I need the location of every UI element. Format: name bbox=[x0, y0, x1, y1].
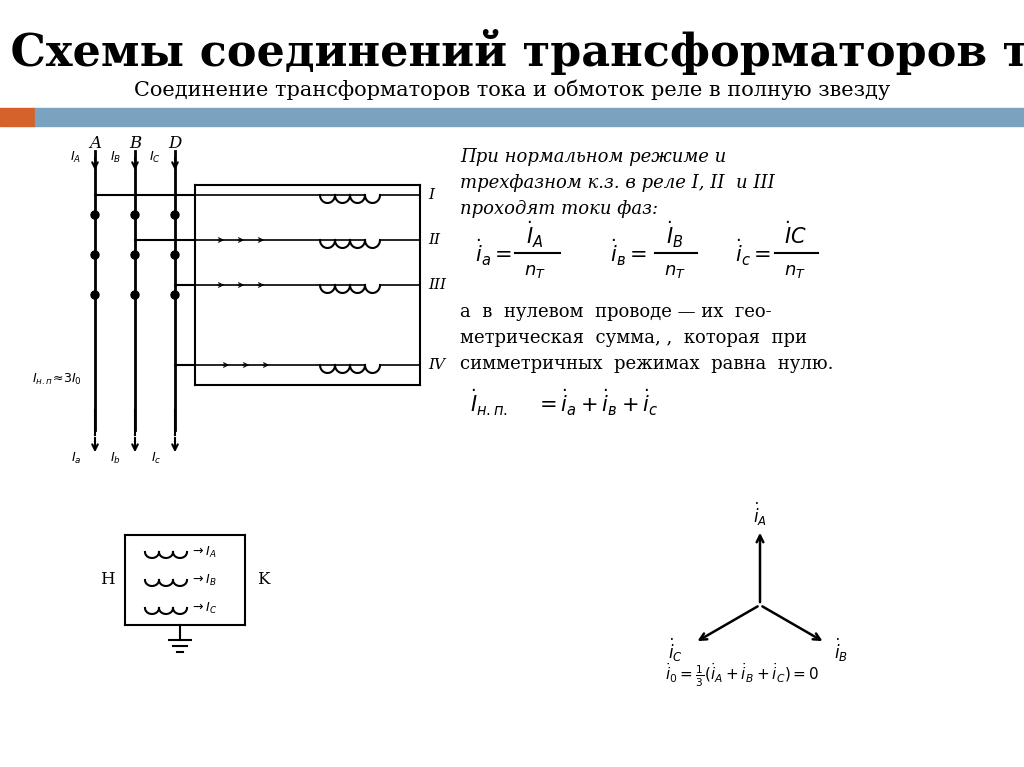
Text: проходят токи фаз:: проходят токи фаз: bbox=[460, 200, 658, 218]
Text: $\dot{\mathit{i}}_c=$: $\dot{\mathit{i}}_c=$ bbox=[735, 238, 771, 268]
Text: I: I bbox=[428, 188, 434, 202]
Text: $= \dot{i}_a + \dot{i}_{\mathit{в}} + \dot{i}_c$: $= \dot{i}_a + \dot{i}_{\mathit{в}} + \d… bbox=[535, 388, 658, 418]
Text: $\dot{\mathit{i}}_a=$: $\dot{\mathit{i}}_a=$ bbox=[475, 238, 512, 268]
Text: 2.2. Схемы соединений трансформаторов тока: 2.2. Схемы соединений трансформаторов то… bbox=[0, 29, 1024, 75]
Text: $\rightarrow I_C$: $\rightarrow I_C$ bbox=[190, 601, 217, 616]
Circle shape bbox=[91, 211, 99, 219]
Text: $n_T$: $n_T$ bbox=[664, 262, 686, 280]
Text: $\dot{\mathit{i}}_\mathit{в}=$: $\dot{\mathit{i}}_\mathit{в}=$ bbox=[610, 238, 647, 268]
Text: K: K bbox=[257, 571, 269, 588]
Text: $\dot{\mathit{I}}_B$: $\dot{\mathit{I}}_B$ bbox=[667, 220, 684, 250]
Text: $I_a$: $I_a$ bbox=[71, 450, 81, 466]
Bar bbox=[35, 108, 1024, 126]
Bar bbox=[0, 108, 35, 126]
Text: $n_T$: $n_T$ bbox=[524, 262, 546, 280]
Text: $n_T$: $n_T$ bbox=[784, 262, 806, 280]
Text: $\dot{i}_0 = \frac{1}{3}(\dot{i}_A + \dot{i}_B + \dot{i}_C) = 0$: $\dot{i}_0 = \frac{1}{3}(\dot{i}_A + \do… bbox=[665, 661, 819, 689]
Circle shape bbox=[171, 211, 179, 219]
Text: $I_{н.п}\!\approx\!3I_0$: $I_{н.п}\!\approx\!3I_0$ bbox=[32, 371, 82, 387]
Text: B: B bbox=[129, 134, 141, 152]
Text: $I_b$: $I_b$ bbox=[111, 450, 121, 466]
Text: $\dot{I}_{н.п.}$: $\dot{I}_{н.п.}$ bbox=[470, 388, 508, 418]
Text: а  в  нулевом  проводе — их  гео-: а в нулевом проводе — их гео- bbox=[460, 303, 772, 321]
Text: $I_A$: $I_A$ bbox=[70, 150, 81, 165]
Text: При нормальном режиме и: При нормальном режиме и bbox=[460, 148, 726, 166]
Text: H: H bbox=[99, 571, 115, 588]
Text: $I_B$: $I_B$ bbox=[110, 150, 121, 165]
Circle shape bbox=[171, 251, 179, 259]
Text: D: D bbox=[168, 134, 181, 152]
Circle shape bbox=[131, 211, 139, 219]
Text: Соединение трансформаторов тока и обмоток реле в полную звезду: Соединение трансформаторов тока и обмото… bbox=[134, 80, 890, 100]
Text: $\dot{i}_A$: $\dot{i}_A$ bbox=[753, 500, 767, 528]
Circle shape bbox=[171, 291, 179, 299]
Circle shape bbox=[91, 291, 99, 299]
Text: $I_C$: $I_C$ bbox=[150, 150, 161, 165]
Text: $\dot{\mathit{I}}_A$: $\dot{\mathit{I}}_A$ bbox=[526, 220, 544, 250]
Text: IV: IV bbox=[428, 358, 445, 372]
Text: $I_c$: $I_c$ bbox=[151, 450, 161, 466]
Circle shape bbox=[131, 291, 139, 299]
Text: $\rightarrow I_A$: $\rightarrow I_A$ bbox=[190, 545, 216, 560]
Circle shape bbox=[131, 251, 139, 259]
Text: $\dot{i}_B$: $\dot{i}_B$ bbox=[834, 637, 848, 664]
Text: трехфазном к.з. в реле I, II  и III: трехфазном к.з. в реле I, II и III bbox=[460, 174, 775, 192]
Text: метрическая  сумма, ,  которая  при: метрическая сумма, , которая при bbox=[460, 329, 807, 347]
Text: $\dot{i}_C$: $\dot{i}_C$ bbox=[668, 637, 682, 664]
Text: $\dot{\mathit{I}}C$: $\dot{\mathit{I}}C$ bbox=[783, 222, 806, 249]
Text: II: II bbox=[428, 233, 440, 247]
Circle shape bbox=[91, 251, 99, 259]
Text: симметричных  режимах  равна  нулю.: симметричных режимах равна нулю. bbox=[460, 355, 834, 373]
Text: A: A bbox=[89, 134, 101, 152]
Text: III: III bbox=[428, 278, 446, 292]
Text: $\rightarrow I_B$: $\rightarrow I_B$ bbox=[190, 572, 216, 588]
